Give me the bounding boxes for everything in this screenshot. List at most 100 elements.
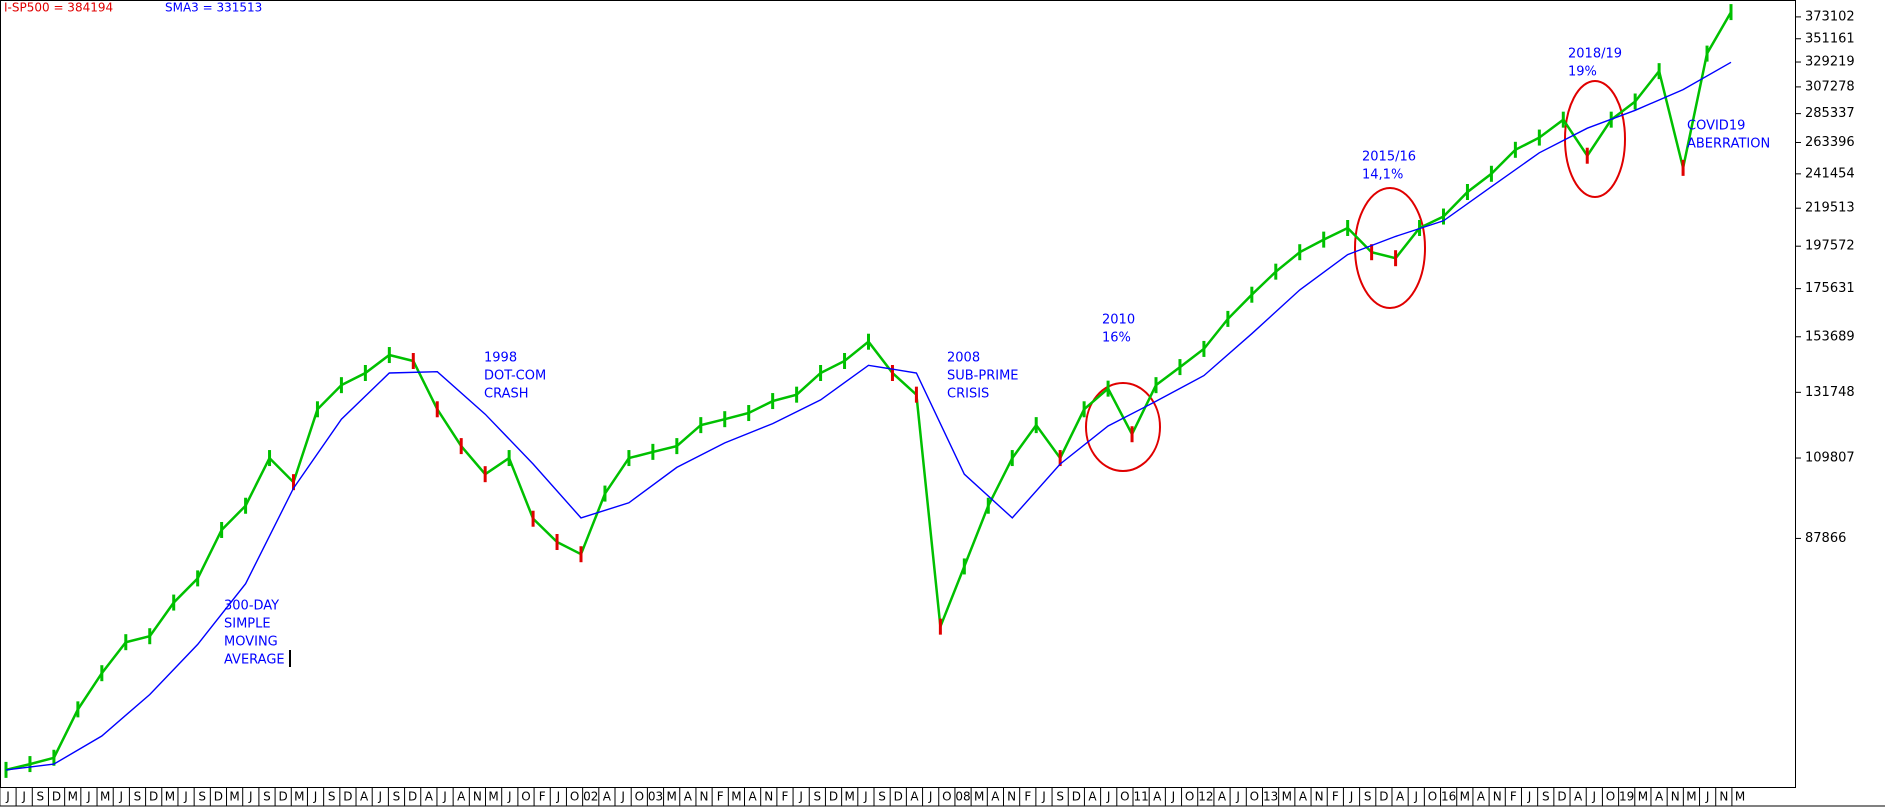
x-tick-label: D (149, 790, 158, 804)
annotation: COVID19 (1687, 119, 1745, 134)
x-tick-label: M (1638, 790, 1648, 804)
x-tick-label: J (86, 790, 91, 804)
x-tick-label: S (393, 790, 401, 804)
x-tick-label: M (974, 790, 984, 804)
x-tick-label: O (1120, 790, 1129, 804)
circle-2010 (1085, 382, 1161, 472)
x-tick-label: M (488, 790, 498, 804)
x-tick-label: A (1477, 790, 1486, 804)
x-tick-label: 19 (1619, 790, 1634, 804)
x-tick-label: O (635, 790, 644, 804)
annotation: 2010 (1102, 313, 1135, 328)
x-tick-label: 13 (1263, 790, 1278, 804)
x-tick-label: O (521, 790, 530, 804)
x-tick-label: J (928, 790, 933, 804)
annotation: 2015/16 (1362, 150, 1416, 165)
x-tick-label: N (1315, 790, 1324, 804)
y-tick-label: 197572 (1805, 239, 1855, 254)
x-tick-label: M (1735, 790, 1745, 804)
x-tick-label: D (52, 790, 61, 804)
x-tick-label: D (343, 790, 352, 804)
x-tick-label: 11 (1133, 790, 1148, 804)
x-tick-label: O (1185, 790, 1194, 804)
annotation: ABERRATION (1687, 137, 1770, 152)
annotation: 2018/19 (1568, 47, 1622, 62)
x-tick-label: J (863, 790, 868, 804)
y-tick-label: 285337 (1805, 106, 1855, 121)
x-tick-label: S (814, 790, 822, 804)
annotation: 14,1% (1362, 168, 1403, 183)
x-tick-label: A (1299, 790, 1308, 804)
x-tick-label: A (603, 790, 612, 804)
x-tick-label: J (442, 790, 447, 804)
x-tick-label: A (1396, 790, 1405, 804)
x-tick-label: 03 (648, 790, 663, 804)
x-tick-label: S (328, 790, 336, 804)
y-tick-label: 329219 (1805, 55, 1855, 70)
x-tick-label: F (1332, 790, 1339, 804)
x-tick-label: J (21, 790, 26, 804)
annotation: 1998 (484, 351, 517, 366)
x-tick-label: D (894, 790, 903, 804)
x-tick-label: O (942, 790, 951, 804)
x-tick-label: J (378, 790, 383, 804)
annotation: 19% (1568, 65, 1597, 80)
x-tick-label: F (1510, 790, 1517, 804)
x-tick-label: J (119, 790, 124, 804)
x-tick-label: M (845, 790, 855, 804)
x-tick-label: F (782, 790, 789, 804)
y-tick-label: 109807 (1805, 451, 1855, 466)
x-tick-label: D (214, 790, 223, 804)
sma-line (5, 61, 1732, 771)
plot-frame (0, 0, 1796, 788)
circle-2015 (1354, 187, 1426, 309)
x-tick-label: J (1592, 790, 1597, 804)
x-tick-label: D (1379, 790, 1388, 804)
x-tick-label: J (313, 790, 318, 804)
x-tick-label: F (539, 790, 546, 804)
annotation: CRISIS (947, 387, 989, 402)
x-tick-label: D (408, 790, 417, 804)
x-tick-label: J (1041, 790, 1046, 804)
y-tick-label: 175631 (1805, 281, 1855, 296)
x-tick-label: A (910, 790, 919, 804)
x-tick-label: O (1606, 790, 1615, 804)
x-tick-label: A (748, 790, 757, 804)
x-tick-label: D (1557, 790, 1566, 804)
legend-label: SMA3 = 331513 (165, 1, 262, 15)
x-tick-label: S (134, 790, 142, 804)
x-tick-label: N (700, 790, 709, 804)
x-tick-label: A (457, 790, 466, 804)
x-tick-label: S (263, 790, 271, 804)
x-tick-label: J (798, 790, 803, 804)
y-tick-label: 87866 (1805, 531, 1846, 546)
annotation: AVERAGE (224, 653, 285, 668)
annotation: MOVING (224, 635, 278, 650)
x-tick-label: N (764, 790, 773, 804)
annotation: DOT-COM (484, 369, 546, 384)
x-tick-label: N (473, 790, 482, 804)
x-tick-label: O (1250, 790, 1259, 804)
y-tick-label: 263396 (1805, 135, 1855, 150)
x-tick-label: M (1282, 790, 1292, 804)
x-tick-label: D (279, 790, 288, 804)
x-tick-label: J (1413, 790, 1418, 804)
x-tick-label: S (1364, 790, 1372, 804)
annotation: 16% (1102, 331, 1131, 346)
x-tick-label: S (878, 790, 886, 804)
annotation: 2008 (947, 351, 980, 366)
y-tick-label: 241454 (1805, 166, 1855, 181)
x-tick-label: J (248, 790, 253, 804)
x-tick-label: N (1007, 790, 1016, 804)
x-tick-label: M (666, 790, 676, 804)
x-tick-label: M (165, 790, 175, 804)
x-tick-label: J (5, 790, 10, 804)
x-tick-label: M (1686, 790, 1696, 804)
x-tick-label: M (294, 790, 304, 804)
x-tick-label: A (684, 790, 693, 804)
legend-label: I-SP500 = 384194 (4, 1, 113, 15)
x-tick-label: S (37, 790, 45, 804)
x-tick-label: M (1460, 790, 1470, 804)
x-tick-label: J (1527, 790, 1532, 804)
